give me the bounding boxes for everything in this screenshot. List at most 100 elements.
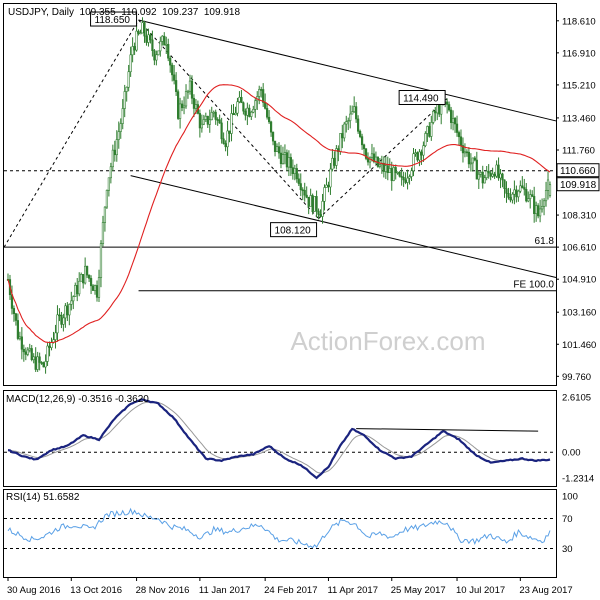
macd-signal-line (7, 401, 551, 474)
candle-body (301, 189, 304, 192)
price-tick-label: 106.610 (562, 243, 596, 254)
candle-body (230, 113, 233, 134)
candle-body (80, 274, 83, 282)
candle-body (40, 362, 43, 364)
candle-body (416, 152, 419, 161)
candle-body (30, 348, 33, 360)
candle-body (159, 41, 162, 52)
candle-body (171, 64, 174, 76)
x-tick-label: 30 Aug 2016 (7, 585, 60, 596)
candle-body (289, 157, 292, 168)
candle-body (299, 183, 302, 191)
swing-point-box (270, 222, 318, 238)
candle-body (121, 108, 124, 124)
x-tick-label: 13 Oct 2016 (70, 585, 122, 596)
candle-body (497, 164, 500, 179)
candle-body (88, 274, 91, 279)
candle-body (56, 314, 59, 334)
candle-body (327, 184, 330, 188)
candle-body (499, 173, 502, 179)
candle-body (232, 113, 235, 116)
candle-body (46, 345, 49, 362)
candle-body (402, 177, 405, 181)
candle-body (18, 336, 21, 339)
candle-body (471, 157, 474, 164)
candle-body (525, 189, 528, 202)
candle-body (303, 189, 306, 196)
candle-body (66, 305, 69, 316)
candle-body (192, 97, 196, 109)
candle-body (34, 356, 37, 370)
x-tick-label: 11 Jan 2017 (199, 585, 251, 596)
candle-body (477, 173, 480, 180)
candle-body (398, 171, 401, 177)
candle-body (283, 152, 287, 155)
candle-body (394, 167, 397, 173)
x-tick-label: 25 May 2017 (391, 585, 446, 596)
candle-body (113, 149, 116, 156)
channel-upper-line (138, 19, 557, 122)
candle-body (422, 145, 425, 156)
candle-body (222, 138, 225, 144)
candle-body (26, 349, 29, 355)
candle-body (127, 71, 130, 88)
candle-body (493, 173, 496, 177)
channel-lower-line (130, 175, 557, 278)
candle-body (507, 193, 510, 198)
candle-body (208, 119, 211, 125)
candle-body (430, 122, 433, 137)
x-tick-label: 23 Aug 2017 (519, 585, 572, 596)
candle-body (390, 168, 393, 181)
candle-body (91, 285, 95, 291)
candle-body (89, 278, 93, 287)
candle-body (163, 35, 166, 46)
candle-body (396, 171, 399, 174)
candle-body (200, 123, 203, 129)
candle-body (313, 196, 316, 212)
candle-body (489, 172, 492, 177)
candle-body (511, 193, 514, 201)
candle-body (481, 171, 484, 184)
candle-body (309, 195, 312, 207)
candle-body (424, 133, 427, 146)
candle-body (115, 139, 118, 156)
candle-body (487, 170, 490, 174)
candle-body (467, 151, 470, 165)
candle-body (165, 43, 168, 46)
x-tick-label: 24 Feb 2017 (264, 585, 317, 596)
candle-body (463, 151, 467, 154)
macd-tick-label: 2.6105 (562, 393, 591, 404)
price-tick-label: 99.760 (562, 372, 591, 383)
candle-body (317, 210, 320, 215)
price-tick-label: 108.310 (562, 211, 596, 222)
fib-61-8-label: 61.8 (535, 236, 555, 247)
swing-point-label: 118.650 (95, 15, 131, 26)
candle-body (428, 126, 431, 137)
candle-body (84, 265, 87, 284)
candle-body (291, 167, 294, 174)
candle-body (60, 315, 63, 325)
candle-body (271, 131, 275, 142)
candle-body (145, 35, 148, 43)
candle-body (117, 131, 120, 140)
candle-body (97, 277, 101, 298)
candle-body (535, 205, 538, 214)
candle-body (523, 187, 526, 190)
candle-body (182, 105, 186, 109)
candle-body (244, 110, 247, 116)
candle-body (68, 304, 71, 316)
candle-body (129, 54, 132, 73)
candle-body (360, 136, 364, 146)
candle-body (147, 34, 150, 43)
candle-body (246, 107, 249, 116)
candle-body (194, 104, 198, 109)
candle-body (167, 43, 170, 59)
candle-body (341, 133, 344, 139)
candle-body (44, 361, 47, 368)
x-tick-label: 10 Jul 2017 (456, 585, 505, 596)
candle-body (406, 177, 409, 183)
candle-body (362, 144, 366, 150)
price-tick-label: 118.610 (562, 16, 596, 27)
candle-body (455, 123, 459, 133)
candle-body (483, 177, 486, 184)
